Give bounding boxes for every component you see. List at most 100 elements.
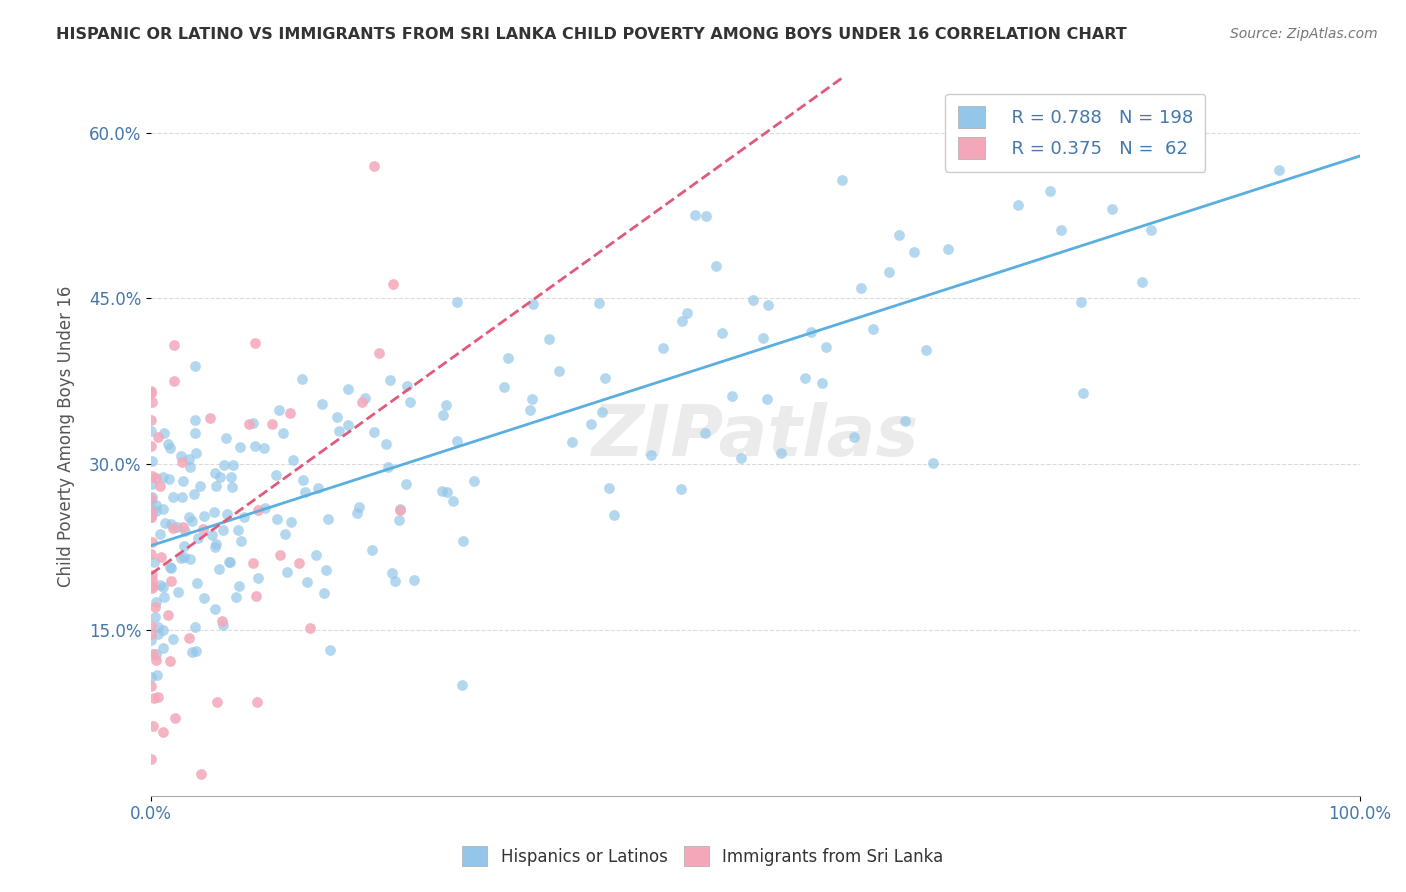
Point [877, 265, 900, 279]
Point [143, 690, 166, 705]
Point [141, 491, 163, 505]
Point [288, 556, 311, 570]
Point [710, 326, 733, 340]
Point [183, 426, 205, 441]
Point [159, 560, 181, 574]
Point [292, 473, 315, 487]
Point [179, 551, 201, 566]
Point [264, 467, 287, 482]
Point [800, 326, 823, 340]
Point [180, 514, 202, 528]
Point [152, 580, 174, 594]
Point [141, 505, 163, 519]
Point [148, 430, 170, 444]
Point [187, 531, 209, 545]
Point [157, 472, 180, 486]
Point [593, 371, 616, 385]
Point [141, 439, 163, 453]
Point [451, 534, 474, 549]
Point [142, 555, 165, 569]
Point [169, 449, 191, 463]
Point [547, 364, 569, 378]
Point [165, 711, 187, 725]
Point [143, 600, 166, 615]
Point [141, 582, 163, 596]
Point [141, 490, 163, 504]
Point [149, 526, 172, 541]
Point [353, 391, 375, 405]
Point [770, 446, 793, 460]
Point [811, 376, 834, 390]
Point [211, 524, 233, 538]
Point [141, 386, 163, 401]
Point [225, 590, 247, 604]
Point [141, 384, 163, 398]
Point [280, 516, 302, 530]
Point [382, 277, 405, 292]
Point [208, 470, 231, 484]
Point [432, 408, 454, 422]
Point [346, 506, 368, 520]
Point [141, 510, 163, 524]
Point [381, 566, 404, 580]
Point [141, 412, 163, 426]
Point [141, 509, 163, 524]
Point [152, 641, 174, 656]
Point [894, 414, 917, 428]
Point [141, 468, 163, 483]
Point [159, 654, 181, 668]
Point [730, 450, 752, 465]
Point [177, 451, 200, 466]
Point [720, 389, 742, 403]
Point [238, 417, 260, 431]
Point [269, 548, 291, 562]
Point [915, 343, 938, 357]
Point [245, 439, 267, 453]
Point [141, 627, 163, 641]
Point [149, 478, 172, 492]
Point [208, 562, 231, 576]
Point [145, 498, 167, 512]
Legend: Hispanics or Latinos, Immigrants from Sri Lanka: Hispanics or Latinos, Immigrants from Sr… [454, 838, 952, 875]
Point [851, 281, 873, 295]
Point [205, 478, 228, 492]
Point [1050, 223, 1073, 237]
Point [387, 513, 409, 527]
Point [159, 516, 181, 531]
Point [640, 448, 662, 462]
Point [463, 474, 485, 488]
Point [319, 643, 342, 657]
Point [212, 458, 235, 473]
Point [247, 503, 270, 517]
Point [173, 549, 195, 564]
Point [1101, 202, 1123, 216]
Point [141, 493, 163, 508]
Point [141, 454, 163, 468]
Point [671, 314, 693, 328]
Point [215, 431, 238, 445]
Point [1039, 184, 1062, 198]
Point [1268, 162, 1291, 177]
Point [152, 724, 174, 739]
Point [186, 575, 208, 590]
Point [141, 477, 163, 491]
Point [146, 627, 169, 641]
Point [451, 678, 474, 692]
Point [245, 589, 267, 603]
Point [183, 359, 205, 373]
Point [441, 494, 464, 508]
Text: ZIPatlas: ZIPatlas [592, 402, 920, 471]
Point [141, 395, 163, 409]
Point [434, 398, 457, 412]
Point [1071, 385, 1094, 400]
Point [378, 373, 401, 387]
Point [794, 371, 817, 385]
Point [307, 481, 329, 495]
Point [156, 437, 179, 451]
Point [389, 502, 412, 516]
Point [184, 413, 207, 427]
Point [446, 295, 468, 310]
Point [232, 510, 254, 524]
Point [141, 633, 163, 648]
Point [170, 455, 193, 469]
